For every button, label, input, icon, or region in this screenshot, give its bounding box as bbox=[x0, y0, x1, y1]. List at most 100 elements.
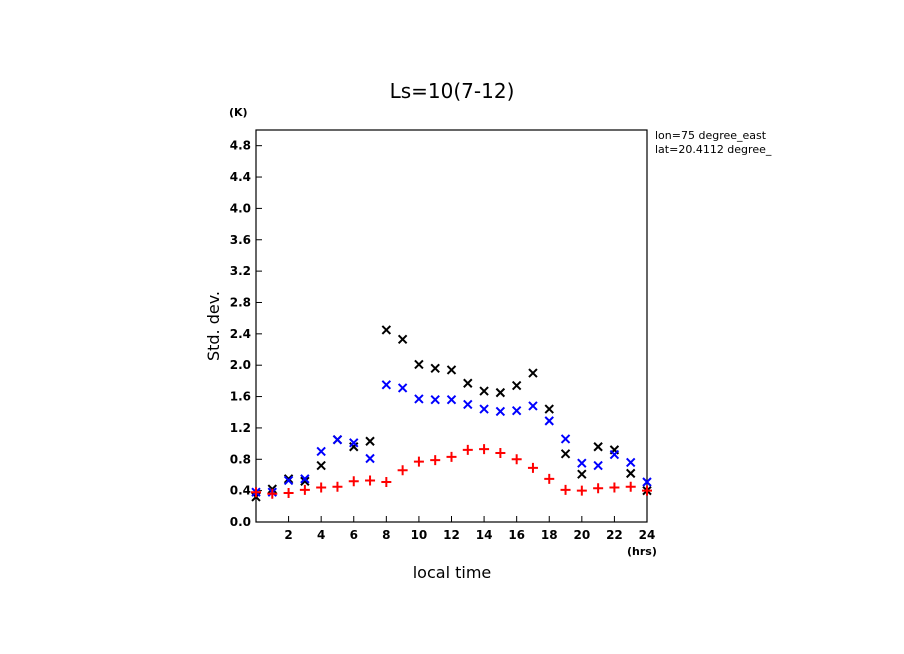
data-point bbox=[446, 394, 457, 405]
x-axis-title: local time bbox=[413, 563, 492, 582]
data-point bbox=[511, 380, 522, 391]
series-1 bbox=[251, 380, 652, 497]
data-point bbox=[397, 383, 408, 393]
data-point bbox=[560, 434, 571, 444]
data-point bbox=[349, 438, 359, 448]
data-point bbox=[300, 476, 310, 486]
data-point bbox=[283, 474, 294, 484]
data-point bbox=[267, 488, 278, 499]
data-point bbox=[576, 485, 587, 496]
y-unit-label: (K) bbox=[229, 106, 248, 119]
data-point bbox=[527, 462, 538, 473]
y-tick-label: 1.6 bbox=[230, 390, 251, 404]
data-point bbox=[348, 476, 359, 487]
data-point bbox=[299, 484, 310, 495]
annotation-lat: lat=20.4112 degree_ bbox=[655, 143, 772, 156]
data-point bbox=[413, 456, 424, 467]
y-tick-label: 3.6 bbox=[230, 233, 251, 247]
data-point bbox=[462, 444, 473, 455]
data-point bbox=[625, 481, 636, 492]
data-point bbox=[332, 481, 343, 492]
data-point bbox=[446, 365, 457, 375]
x-tick-label: 6 bbox=[350, 528, 358, 542]
data-point bbox=[397, 334, 408, 345]
data-point bbox=[365, 436, 375, 446]
data-point bbox=[626, 457, 636, 468]
data-point bbox=[397, 465, 408, 476]
data-point bbox=[479, 386, 489, 396]
data-point bbox=[316, 460, 326, 471]
data-point bbox=[463, 378, 473, 388]
chart-title: Ls=10(7-12) bbox=[390, 79, 515, 103]
data-point bbox=[414, 394, 424, 404]
data-point bbox=[414, 359, 424, 370]
y-tick-label: 0.4 bbox=[230, 484, 251, 498]
data-point bbox=[365, 475, 376, 486]
x-tick-label: 14 bbox=[476, 528, 493, 542]
y-tick-label: 1.2 bbox=[230, 421, 251, 435]
data-point bbox=[283, 487, 294, 498]
x-tick-label: 20 bbox=[573, 528, 590, 542]
data-point bbox=[283, 475, 294, 486]
y-tick-label: 0.8 bbox=[230, 452, 251, 466]
data-point bbox=[381, 477, 392, 488]
data-point bbox=[316, 446, 326, 457]
data-point bbox=[316, 482, 327, 493]
data-point bbox=[528, 368, 538, 378]
data-point bbox=[381, 325, 392, 335]
x-unit-label: (hrs) bbox=[627, 545, 657, 558]
data-point bbox=[544, 404, 554, 414]
data-point bbox=[365, 453, 375, 464]
y-axis: 0.0 0.4 0.8 1.2 1.6 2.0 2.4 2.8 3.2 3.6 4.0 4.4 4.8 bbox=[230, 139, 262, 529]
x-tick-label: 10 bbox=[411, 528, 428, 542]
data-point bbox=[381, 380, 392, 390]
data-point bbox=[560, 484, 571, 495]
data-point bbox=[544, 473, 555, 484]
y-tick-label: 2.4 bbox=[230, 327, 251, 341]
y-tick-label: 0.0 bbox=[230, 515, 251, 529]
data-point bbox=[593, 460, 603, 471]
data-point bbox=[626, 468, 636, 479]
data-point bbox=[511, 454, 522, 465]
x-tick-label: 12 bbox=[443, 528, 460, 542]
x-tick-label: 4 bbox=[317, 528, 325, 542]
y-tick-label: 2.8 bbox=[230, 295, 251, 309]
data-point bbox=[642, 477, 652, 487]
y-tick-label: 4.8 bbox=[230, 139, 251, 153]
data-point bbox=[300, 474, 310, 484]
x-tick-label: 16 bbox=[508, 528, 525, 542]
y-tick-label: 4.4 bbox=[230, 170, 251, 184]
data-point bbox=[544, 416, 554, 426]
x-tick-label: 2 bbox=[284, 528, 292, 542]
x-tick-label: 24 bbox=[639, 528, 656, 542]
x-tick-label: 22 bbox=[606, 528, 623, 542]
data-point bbox=[642, 485, 652, 496]
data-point bbox=[593, 442, 603, 452]
y-tick-label: 2.0 bbox=[230, 358, 251, 372]
data-point bbox=[577, 458, 587, 468]
data-point bbox=[560, 449, 571, 459]
x-tick-label: 18 bbox=[541, 528, 558, 542]
data-point bbox=[430, 394, 440, 405]
plot-frame bbox=[255, 129, 648, 523]
data-point bbox=[528, 401, 538, 411]
y-tick-label: 3.2 bbox=[230, 264, 251, 278]
data-point bbox=[495, 387, 506, 398]
data-point bbox=[511, 405, 522, 416]
data-point bbox=[332, 434, 343, 445]
data-point bbox=[251, 487, 261, 498]
data-point bbox=[495, 406, 506, 417]
data-point bbox=[609, 449, 620, 460]
x-axis: 2 4 6 8 10 12 14 16 18 20 22 24 bbox=[284, 516, 655, 542]
y-tick-label: 4.0 bbox=[230, 201, 251, 215]
data-point bbox=[577, 469, 587, 479]
data-point bbox=[479, 404, 489, 414]
data-point bbox=[430, 363, 440, 374]
plot-points bbox=[251, 325, 652, 502]
data-point bbox=[609, 482, 620, 493]
data-point bbox=[495, 448, 506, 459]
data-point bbox=[479, 444, 490, 455]
data-point bbox=[463, 399, 473, 410]
x-tick-label: 8 bbox=[382, 528, 390, 542]
